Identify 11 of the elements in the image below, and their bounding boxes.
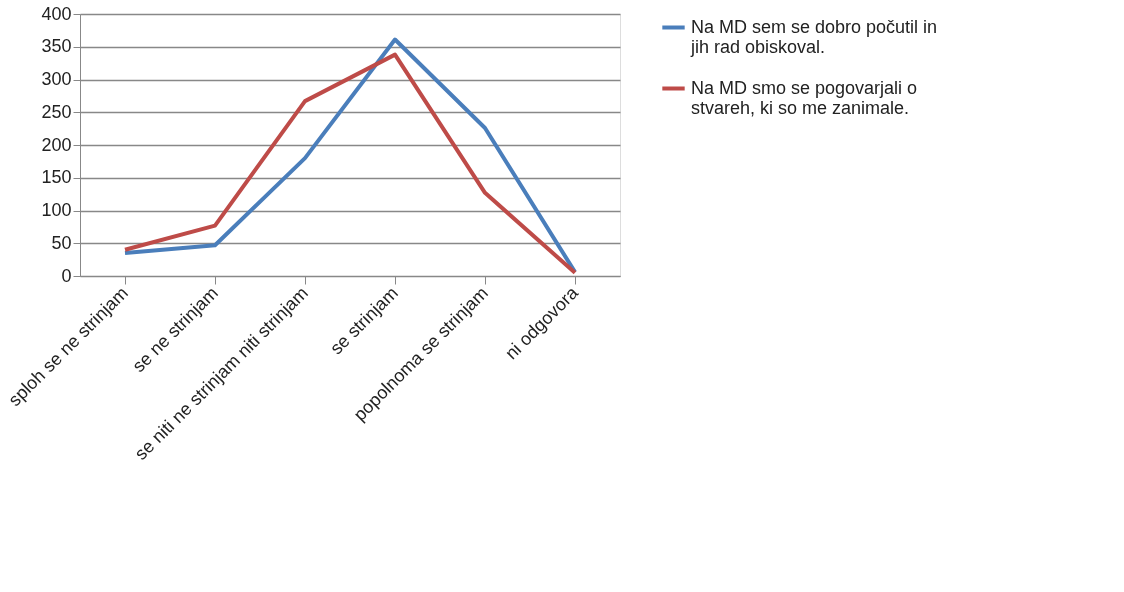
y-tick-label: 150 bbox=[41, 167, 72, 188]
y-tick-label: 200 bbox=[41, 134, 72, 155]
y-tick-label: 300 bbox=[41, 69, 72, 89]
y-tick-label: 400 bbox=[41, 3, 72, 24]
y-tick-label: 350 bbox=[41, 36, 72, 57]
y-tick-label: 100 bbox=[41, 200, 72, 220]
legend-label: Na MD sem se dobro počutil in jih rad obiskoval. bbox=[690, 16, 938, 57]
y-tick-label: 0 bbox=[61, 265, 72, 286]
y-tick-label: 50 bbox=[51, 232, 72, 253]
y-tick-label: 250 bbox=[41, 101, 72, 122]
legend-label: Na MD smo se pogovarjali o stvareh, ki so me zanimale. bbox=[691, 77, 918, 118]
